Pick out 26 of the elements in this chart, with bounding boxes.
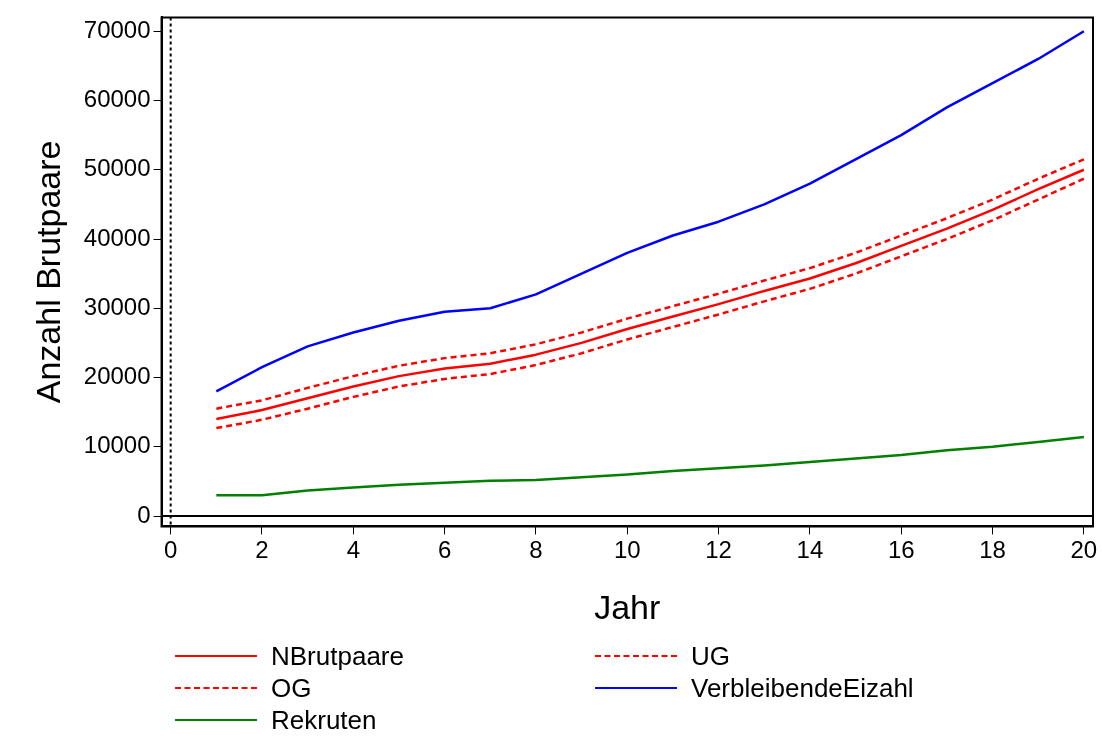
x-tick-label: 6 [437,536,452,564]
x-tick-label: 10 [613,536,641,564]
y-tick-label: 60000 [83,85,151,113]
y-tick-label: 10000 [83,431,151,459]
x-tick-label: 0 [163,536,178,564]
legend-label: Rekruten [271,704,377,736]
y-tick-label: 20000 [83,362,151,390]
x-tick-label: 14 [796,536,824,564]
legend-label: NBrutpaare [271,640,404,672]
y-tick-label: 30000 [83,292,151,320]
x-tick-label: 12 [705,536,732,564]
legend-label: OG [271,672,312,704]
y-tick-label: 0 [137,500,151,528]
x-tick-label: 16 [887,536,915,564]
y-axis-title: Anzahl Brutpaare [28,140,67,404]
x-tick-label: 20 [1070,536,1098,564]
x-tick-label: 2 [255,536,269,564]
legend-label: UG [691,640,730,672]
x-axis-title: Jahr [594,587,661,626]
y-tick-label: 40000 [83,223,151,251]
x-tick-label: 18 [979,536,1006,564]
legend-label: VerbleibendeEizahl [691,672,914,704]
y-tick-label: 50000 [83,154,151,182]
x-tick-label: 8 [529,536,543,564]
y-tick-label: 70000 [83,15,151,43]
x-tick-label: 4 [346,536,360,564]
